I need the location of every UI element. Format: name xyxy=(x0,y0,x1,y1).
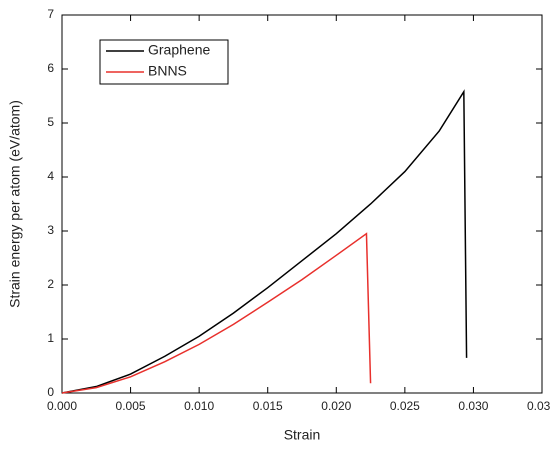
x-axis-title: Strain xyxy=(284,427,321,443)
y-tick-label: 0 xyxy=(47,385,54,399)
x-tick-label: 0.025 xyxy=(390,399,420,413)
x-tick-label: 0.005 xyxy=(116,399,146,413)
legend-label: Graphene xyxy=(148,42,210,58)
x-tick-label: 0.035 xyxy=(527,399,550,413)
y-tick-label: 7 xyxy=(47,7,54,21)
y-tick-label: 4 xyxy=(47,169,54,183)
x-tick-label: 0.015 xyxy=(253,399,283,413)
y-tick-label: 3 xyxy=(47,223,54,237)
x-tick-label: 0.020 xyxy=(321,399,351,413)
y-tick-label: 5 xyxy=(47,115,54,129)
plot-frame xyxy=(61,14,543,394)
legend-box xyxy=(99,39,229,85)
y-axis-title: Strain energy per atom (eV/atom) xyxy=(7,100,23,308)
y-tick-label: 2 xyxy=(47,277,54,291)
legend-label: BNNS xyxy=(148,63,187,79)
series-line xyxy=(61,232,372,394)
y-tick-label: 1 xyxy=(47,331,54,345)
series-line xyxy=(61,89,468,394)
x-tick-label: 0.000 xyxy=(47,399,77,413)
y-tick-label: 6 xyxy=(47,61,54,75)
x-tick-label: 0.010 xyxy=(184,399,214,413)
x-tick-label: 0.030 xyxy=(458,399,488,413)
